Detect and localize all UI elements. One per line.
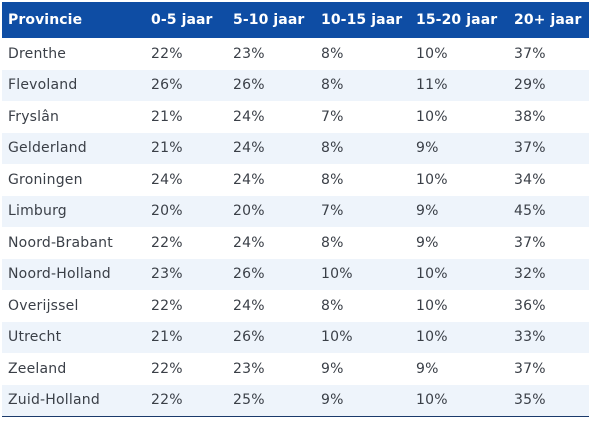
cell-value: 24% <box>151 171 183 188</box>
cell-value: 10% <box>321 266 353 283</box>
table-body: Drenthe 22% 23% 8% 10% 37% Flevoland 26%… <box>2 38 589 416</box>
header-5-10-jaar: 5-10 jaar <box>233 12 305 28</box>
table-row: Zeeland 22% 23% 9% 9% 37% <box>2 353 589 385</box>
cell-value: 10% <box>321 329 353 346</box>
cell-value: 8% <box>321 234 344 251</box>
table-row: Noord-Holland 23% 26% 10% 10% 32% <box>2 258 589 290</box>
cell-value: 21% <box>151 329 183 346</box>
cell-value: 9% <box>321 392 344 408</box>
cell-province: Noord-Holland <box>8 266 111 283</box>
header-10-15-jaar: 10-15 jaar <box>321 12 403 28</box>
cell-value: 20% <box>151 203 183 220</box>
cell-value: 24% <box>233 234 265 251</box>
cell-value: 34% <box>514 171 546 188</box>
cell-province: Drenthe <box>8 45 67 62</box>
table-row: Groningen 24% 24% 8% 10% 34% <box>2 164 589 196</box>
cell-province: Utrecht <box>8 329 62 346</box>
cell-value: 22% <box>151 297 183 314</box>
header-15-20-jaar: 15-20 jaar <box>416 12 498 28</box>
cell-province: Overijssel <box>8 297 79 314</box>
cell-province: Noord-Brabant <box>8 234 113 251</box>
cell-value: 37% <box>514 140 546 157</box>
cell-province: Gelderland <box>8 140 87 157</box>
table-row: Noord-Brabant 22% 24% 8% 9% 37% <box>2 227 589 259</box>
cell-value: 10% <box>416 266 448 283</box>
cell-value: 22% <box>151 234 183 251</box>
cell-value: 7% <box>321 108 344 125</box>
table-row: Limburg 20% 20% 7% 9% 45% <box>2 195 589 227</box>
header-0-5-jaar: 0-5 jaar <box>151 12 213 28</box>
cell-value: 37% <box>514 234 546 251</box>
cell-value: 32% <box>514 266 546 283</box>
cell-value: 9% <box>416 140 439 157</box>
cell-value: 26% <box>233 329 265 346</box>
cell-value: 23% <box>151 266 183 283</box>
cell-value: 29% <box>514 77 546 94</box>
cell-value: 37% <box>514 360 546 377</box>
cell-value: 24% <box>233 171 265 188</box>
table-row: Gelderland 21% 24% 8% 9% 37% <box>2 132 589 164</box>
data-table-container: Provincie 0-5 jaar 5-10 jaar 10-15 jaar … <box>2 2 589 417</box>
header-provincie: Provincie <box>8 12 83 28</box>
header-row: Provincie 0-5 jaar 5-10 jaar 10-15 jaar … <box>2 2 589 38</box>
cell-value: 10% <box>416 297 448 314</box>
cell-value: 10% <box>416 45 448 62</box>
table-row: Flevoland 26% 26% 8% 11% 29% <box>2 69 589 101</box>
cell-province: Flevoland <box>8 77 78 94</box>
cell-value: 8% <box>321 297 344 314</box>
cell-province: Zeeland <box>8 360 67 377</box>
cell-value: 22% <box>151 392 183 408</box>
cell-province: Limburg <box>8 203 67 220</box>
cell-value: 24% <box>233 140 265 157</box>
cell-value: 26% <box>233 266 265 283</box>
cell-value: 8% <box>321 140 344 157</box>
cell-value: 10% <box>416 171 448 188</box>
cell-value: 8% <box>321 171 344 188</box>
cell-value: 38% <box>514 108 546 125</box>
cell-province: Fryslân <box>8 108 60 125</box>
cell-value: 9% <box>416 360 439 377</box>
cell-value: 23% <box>233 360 265 377</box>
cell-value: 37% <box>514 45 546 62</box>
table-row: Drenthe 22% 23% 8% 10% 37% <box>2 38 589 70</box>
cell-value: 25% <box>233 392 265 408</box>
cell-value: 10% <box>416 108 448 125</box>
cell-value: 23% <box>233 45 265 62</box>
cell-value: 8% <box>321 45 344 62</box>
cell-value: 26% <box>151 77 183 94</box>
cell-value: 26% <box>233 77 265 94</box>
cell-value: 24% <box>233 108 265 125</box>
cell-province: Groningen <box>8 171 83 188</box>
table-row: Utrecht 21% 26% 10% 10% 33% <box>2 321 589 353</box>
cell-value: 24% <box>233 297 265 314</box>
table-row: Zuid-Holland 22% 25% 9% 10% 35% <box>2 384 589 416</box>
cell-value: 9% <box>416 203 439 220</box>
cell-value: 10% <box>416 392 448 408</box>
cell-value: 35% <box>514 392 546 408</box>
cell-value: 33% <box>514 329 546 346</box>
cell-value: 8% <box>321 77 344 94</box>
cell-value: 21% <box>151 140 183 157</box>
cell-value: 21% <box>151 108 183 125</box>
cell-value: 22% <box>151 360 183 377</box>
cell-value: 45% <box>514 203 546 220</box>
cell-value: 22% <box>151 45 183 62</box>
cell-value: 7% <box>321 203 344 220</box>
cell-province: Zuid-Holland <box>8 392 100 408</box>
table-row: Overijssel 22% 24% 8% 10% 36% <box>2 290 589 322</box>
table-row: Fryslân 21% 24% 7% 10% 38% <box>2 101 589 133</box>
cell-value: 36% <box>514 297 546 314</box>
province-age-table: Provincie 0-5 jaar 5-10 jaar 10-15 jaar … <box>2 2 589 417</box>
header-20-plus-jaar: 20+ jaar <box>514 12 582 28</box>
table-header: Provincie 0-5 jaar 5-10 jaar 10-15 jaar … <box>2 2 589 38</box>
cell-value: 20% <box>233 203 265 220</box>
cell-value: 9% <box>416 234 439 251</box>
cell-value: 11% <box>416 77 448 94</box>
cell-value: 9% <box>321 360 344 377</box>
cell-value: 10% <box>416 329 448 346</box>
